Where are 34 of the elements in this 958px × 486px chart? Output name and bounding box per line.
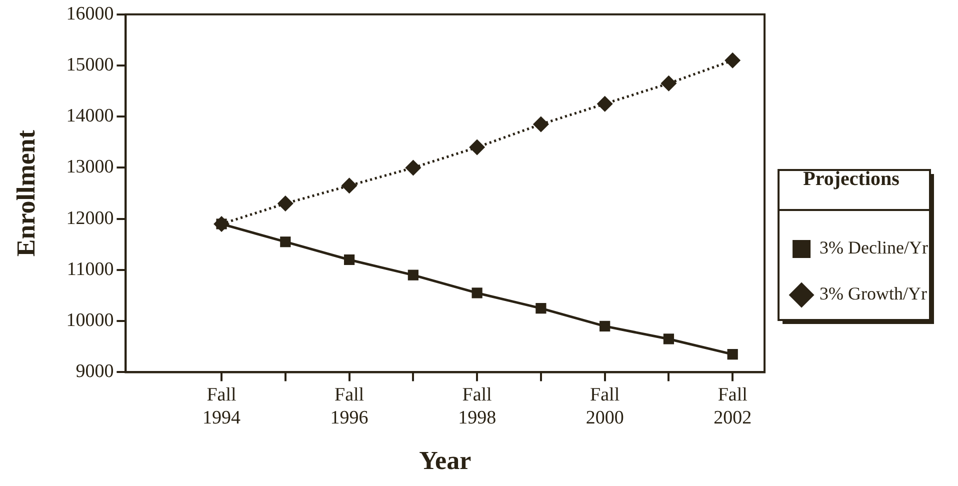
point — [408, 270, 418, 280]
x-tick-label: Fall 1996 — [330, 384, 368, 428]
point — [660, 75, 677, 92]
point — [532, 116, 549, 132]
point — [600, 320, 610, 332]
point — [472, 288, 482, 298]
point — [341, 178, 358, 194]
point — [724, 52, 741, 68]
y-tick-label: 10000 — [66, 310, 114, 332]
point — [405, 160, 422, 176]
legend-label: 3% Growth/Yr — [820, 284, 928, 304]
point — [280, 236, 291, 248]
x-tick-label: Fall 2000 — [586, 384, 624, 428]
y-tick-label: 16000 — [66, 3, 114, 24]
x-tick-label: Fall 1994 — [202, 384, 242, 428]
point — [277, 196, 294, 212]
point — [727, 349, 738, 360]
y-tick-label: 11000 — [66, 258, 114, 280]
y-axis-title: Enrollment — [11, 130, 40, 257]
x-tick-label: Fall 1998 — [458, 384, 496, 428]
y-tick-label: 12000 — [66, 208, 114, 229]
point — [469, 139, 486, 156]
y-tick-label: 13000 — [66, 156, 114, 178]
legend-title: Projections — [803, 168, 900, 190]
point — [596, 96, 613, 112]
y-tick-label: 15000 — [66, 54, 114, 76]
point — [344, 254, 355, 266]
point — [536, 303, 546, 314]
x-tick-label: Fall 2002 — [714, 384, 752, 428]
point — [663, 334, 674, 344]
x-axis-title: Year — [419, 446, 472, 476]
y-tick-label: 9000 — [76, 361, 114, 382]
y-tick-label: 14000 — [66, 106, 114, 127]
legend-label: 3% Decline/Yr — [820, 238, 928, 258]
